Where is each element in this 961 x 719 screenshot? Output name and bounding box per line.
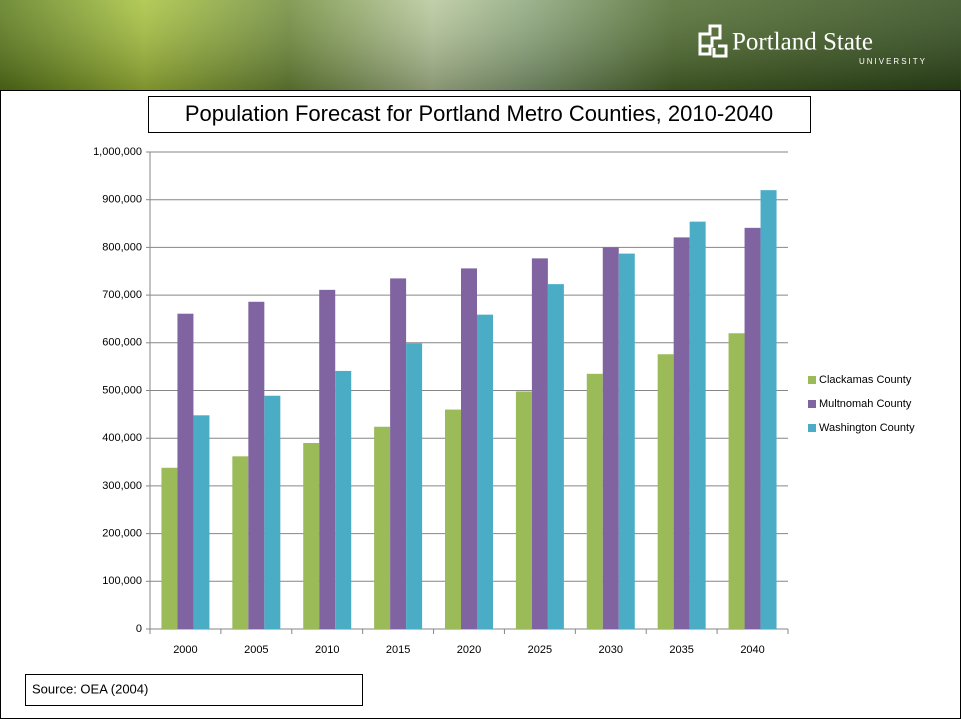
x-tick-label: 2020 [457,644,481,656]
bar [689,221,706,629]
y-tick-label: 0 [136,623,142,635]
y-tick-label: 700,000 [102,289,142,301]
y-tick-label: 600,000 [102,337,142,349]
bar [657,354,674,629]
logo-text: Portland State [732,29,873,56]
header-shade [0,0,961,90]
x-tick-label: 2010 [315,644,339,656]
x-tick-label: 2025 [528,644,552,656]
bar [264,395,281,629]
bar [515,391,532,629]
bar [177,313,194,629]
y-tick-label: 800,000 [102,241,142,253]
source-box [25,674,363,706]
bar [673,237,690,629]
x-tick-label: 2015 [386,644,410,656]
bar [618,253,635,629]
x-tick-label: 2035 [669,644,693,656]
bar [445,409,461,629]
bar [728,333,745,629]
legend-swatch [808,376,816,384]
bar [390,278,407,629]
bar [303,442,320,629]
bar [232,456,249,629]
source: Source: OEA (2004) [32,681,148,696]
logo-subtext: UNIVERSITY [859,57,927,66]
chart-title: Population Forecast for Portland Metro C… [185,101,773,126]
x-tick-label: 2040 [740,644,764,656]
bar [531,258,548,629]
y-tick-label: 200,000 [102,528,142,540]
y-tick-label: 300,000 [102,480,142,492]
bar [335,370,352,629]
y-tick-label: 500,000 [102,384,142,396]
bar [477,314,493,629]
legend-swatch [808,424,816,432]
bar [586,373,603,629]
bar [406,343,423,629]
bar [602,247,619,629]
legend-label: Clackamas County [819,374,912,386]
y-tick-label: 1,000,000 [93,146,142,158]
title-box [148,96,811,133]
bar [319,289,336,629]
legend-swatch [808,400,816,408]
x-tick-label: 2005 [244,644,268,656]
x-tick-label: 2030 [599,644,623,656]
bar [161,467,178,629]
y-tick-label: 400,000 [102,432,142,444]
logo-icon [698,24,728,58]
bar [760,190,777,629]
bar [374,426,391,629]
bar [461,268,477,629]
bar [248,301,265,629]
bar [193,415,210,629]
x-tick-label: 2000 [173,644,197,656]
y-tick-label: 100,000 [102,575,142,587]
bar [744,227,761,629]
bar [547,284,564,629]
legend-label: Washington County [819,422,915,434]
legend-label: Multnomah County [819,398,912,410]
y-tick-label: 900,000 [102,194,142,206]
